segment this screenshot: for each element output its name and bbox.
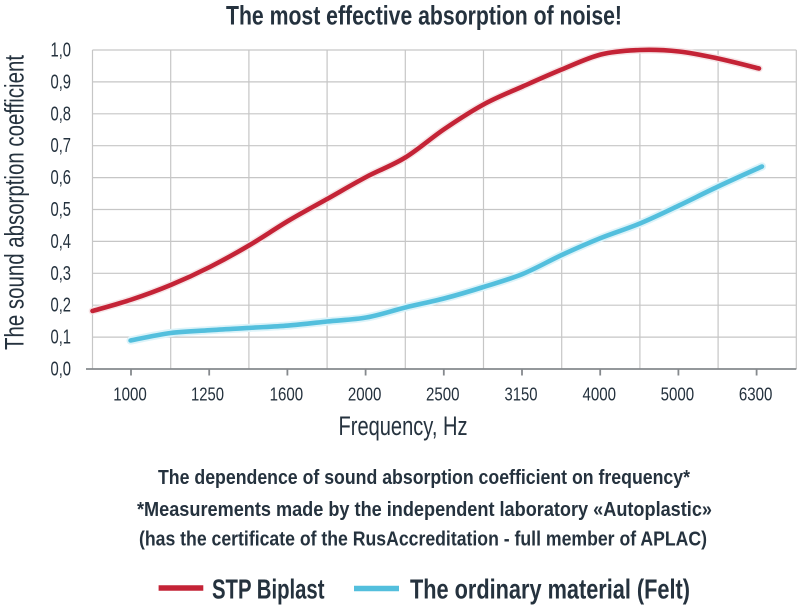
svg-text:0,9: 0,9 <box>51 71 72 93</box>
svg-text:0,5: 0,5 <box>51 199 72 221</box>
svg-text:3150: 3150 <box>505 384 538 405</box>
svg-text:2000: 2000 <box>348 384 382 405</box>
svg-text:0,3: 0,3 <box>51 263 72 285</box>
svg-text:0,7: 0,7 <box>51 135 72 157</box>
svg-text:The dependence of sound absorp: The dependence of sound absorption coeff… <box>158 467 690 489</box>
svg-text:1000: 1000 <box>113 384 147 405</box>
svg-text:The most effective absorption: The most effective absorption of noise! <box>226 1 622 31</box>
svg-text:5000: 5000 <box>661 384 695 405</box>
svg-text:*Measurements made by the inde: *Measurements made by the independent la… <box>137 499 712 521</box>
svg-text:Frequency, Hz: Frequency, Hz <box>339 411 468 441</box>
svg-text:6300: 6300 <box>739 384 773 405</box>
svg-text:1,0: 1,0 <box>51 40 72 62</box>
svg-text:The ordinary material (Felt): The ordinary material (Felt) <box>410 574 690 605</box>
svg-text:0,0: 0,0 <box>51 359 72 381</box>
svg-text:0,8: 0,8 <box>51 103 72 125</box>
svg-text:(has the certificate of the Ru: (has the certificate of the RusAccredita… <box>139 529 707 551</box>
svg-text:1600: 1600 <box>270 384 304 405</box>
svg-text:0,1: 0,1 <box>51 327 72 349</box>
svg-text:2500: 2500 <box>426 384 460 405</box>
svg-text:1250: 1250 <box>191 384 224 405</box>
svg-text:4000: 4000 <box>582 384 616 405</box>
svg-text:0,4: 0,4 <box>51 231 72 253</box>
svg-text:0,6: 0,6 <box>51 167 72 189</box>
svg-text:STP Biplast: STP Biplast <box>212 574 325 605</box>
svg-text:0,2: 0,2 <box>51 295 72 317</box>
svg-text:The sound absorption coefficie: The sound absorption coefficient <box>0 55 30 350</box>
